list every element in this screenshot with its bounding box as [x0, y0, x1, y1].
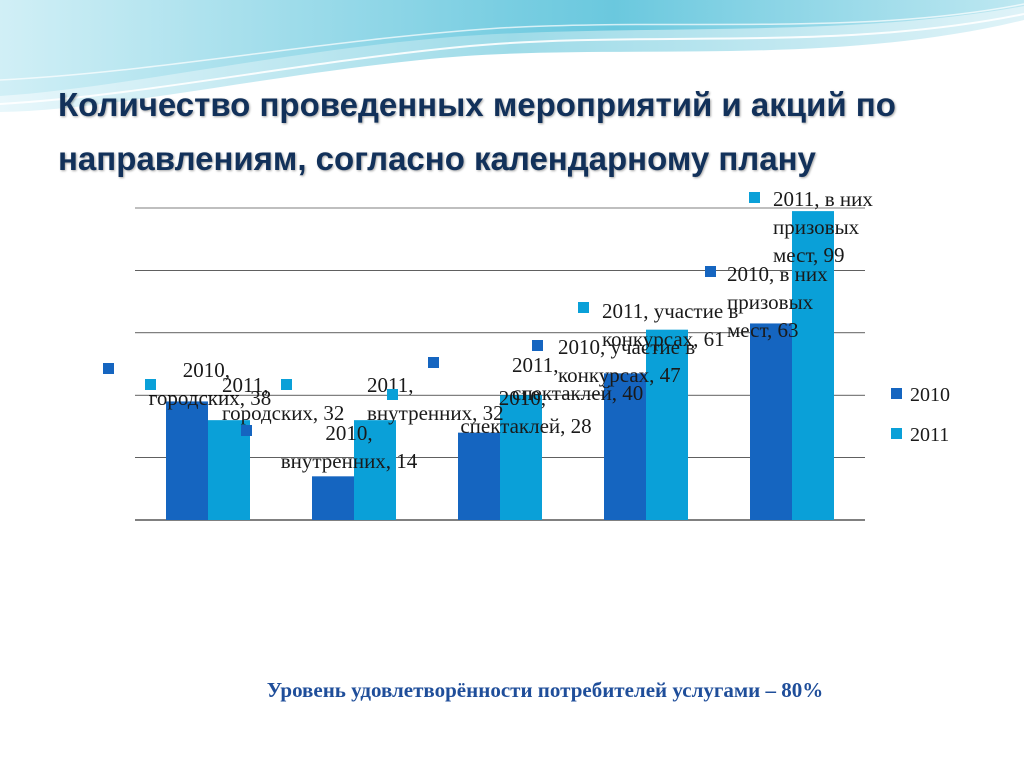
wave-decoration: [0, 0, 1024, 130]
data-label-marker: [281, 379, 292, 390]
data-label-text: 2010,: [183, 358, 230, 382]
data-label-marker: [145, 379, 156, 390]
data-label-2011-4: 2011, участие в конкурсах, 61: [578, 299, 738, 351]
title-line-1: Количество проведенных мероприятий и акц…: [58, 86, 896, 123]
bar-2011-4: [646, 329, 688, 520]
data-label-marker: [749, 192, 760, 203]
data-label-text: 2010, участие в: [558, 335, 695, 359]
bar-2010-3: [458, 432, 500, 520]
data-label-marker: [578, 302, 589, 313]
data-label-text: спектаклей, 28: [460, 414, 591, 438]
data-label-marker: [532, 340, 543, 351]
data-label-text: мест, 63: [727, 318, 799, 342]
data-label-2011-1: 2011, городских, 32: [145, 373, 344, 425]
bar-2011-1: [208, 420, 250, 520]
data-label-2010-3: 2010, спектаклей, 28: [428, 357, 592, 438]
data-label-text: городских, 32: [222, 401, 344, 425]
bar-2010-1: [166, 401, 208, 520]
data-label-2010-5: 2010, в них призовых мест, 63: [705, 262, 828, 342]
data-label-marker: [241, 425, 252, 436]
satisfaction-footer: Уровень удовлетворённости потребителей у…: [266, 678, 824, 702]
data-label-text: 2010,: [325, 421, 372, 445]
data-label-2011-5: 2011, в них призовых мест, 99: [749, 187, 873, 267]
data-label-text: спектаклей, 40: [512, 381, 643, 405]
bars: [166, 211, 834, 520]
data-label-text: 2011,: [512, 353, 558, 377]
data-label-text: 2011, в них: [773, 187, 873, 211]
data-label-text: внутренних, 32: [367, 401, 504, 425]
bar-2010-2: [312, 476, 354, 520]
data-label-marker: [428, 357, 439, 368]
data-label-2011-3: 2011, спектаклей, 40: [387, 353, 643, 405]
data-label-2010-4: 2010, участие в конкурсах, 47: [532, 335, 695, 387]
legend-label: 2011: [910, 424, 949, 446]
bar-2011-3: [500, 395, 542, 520]
data-label-text: 2011,: [222, 373, 268, 397]
data-label-2010-1: 2010, городских, 38: [103, 358, 271, 410]
legend-label: 2010: [910, 384, 950, 406]
data-label-text: призовых: [727, 290, 814, 314]
data-label-text: конкурсах, 47: [558, 363, 681, 387]
legend-swatch: [891, 388, 902, 399]
bar-2011-5: [792, 211, 834, 520]
data-label-2011-2: 2011,внутренних, 32: [281, 373, 504, 425]
data-label-text: 2010,: [499, 386, 546, 410]
data-label-marker: [705, 266, 716, 277]
page-title: Количество проведенных мероприятий и акц…: [58, 78, 958, 186]
bar-2010-5: [750, 323, 792, 520]
bar-2010-4: [604, 373, 646, 520]
title-line-2: направлениям, согласно календарному план…: [58, 140, 816, 177]
data-label-text: 2011, участие в: [602, 299, 738, 323]
legend-item-2010: 2010: [891, 384, 950, 406]
data-label-text: призовых: [773, 215, 860, 239]
data-label-marker: [103, 363, 114, 374]
legend-swatch: [891, 428, 902, 439]
data-label-text: внутренних, 14: [281, 449, 418, 473]
bar-2011-2: [354, 420, 396, 520]
data-label-text: мест, 99: [773, 243, 845, 267]
data-label-text: конкурсах, 61: [602, 327, 725, 351]
data-label-2010-2: 2010, внутренних, 14: [241, 421, 418, 473]
legend: 2010 2011: [891, 384, 950, 446]
data-label-text: 2010, в них: [727, 262, 828, 286]
legend-item-2011: 2011: [891, 424, 949, 446]
data-label-text: городских, 38: [149, 386, 271, 410]
data-label-marker: [387, 389, 398, 400]
